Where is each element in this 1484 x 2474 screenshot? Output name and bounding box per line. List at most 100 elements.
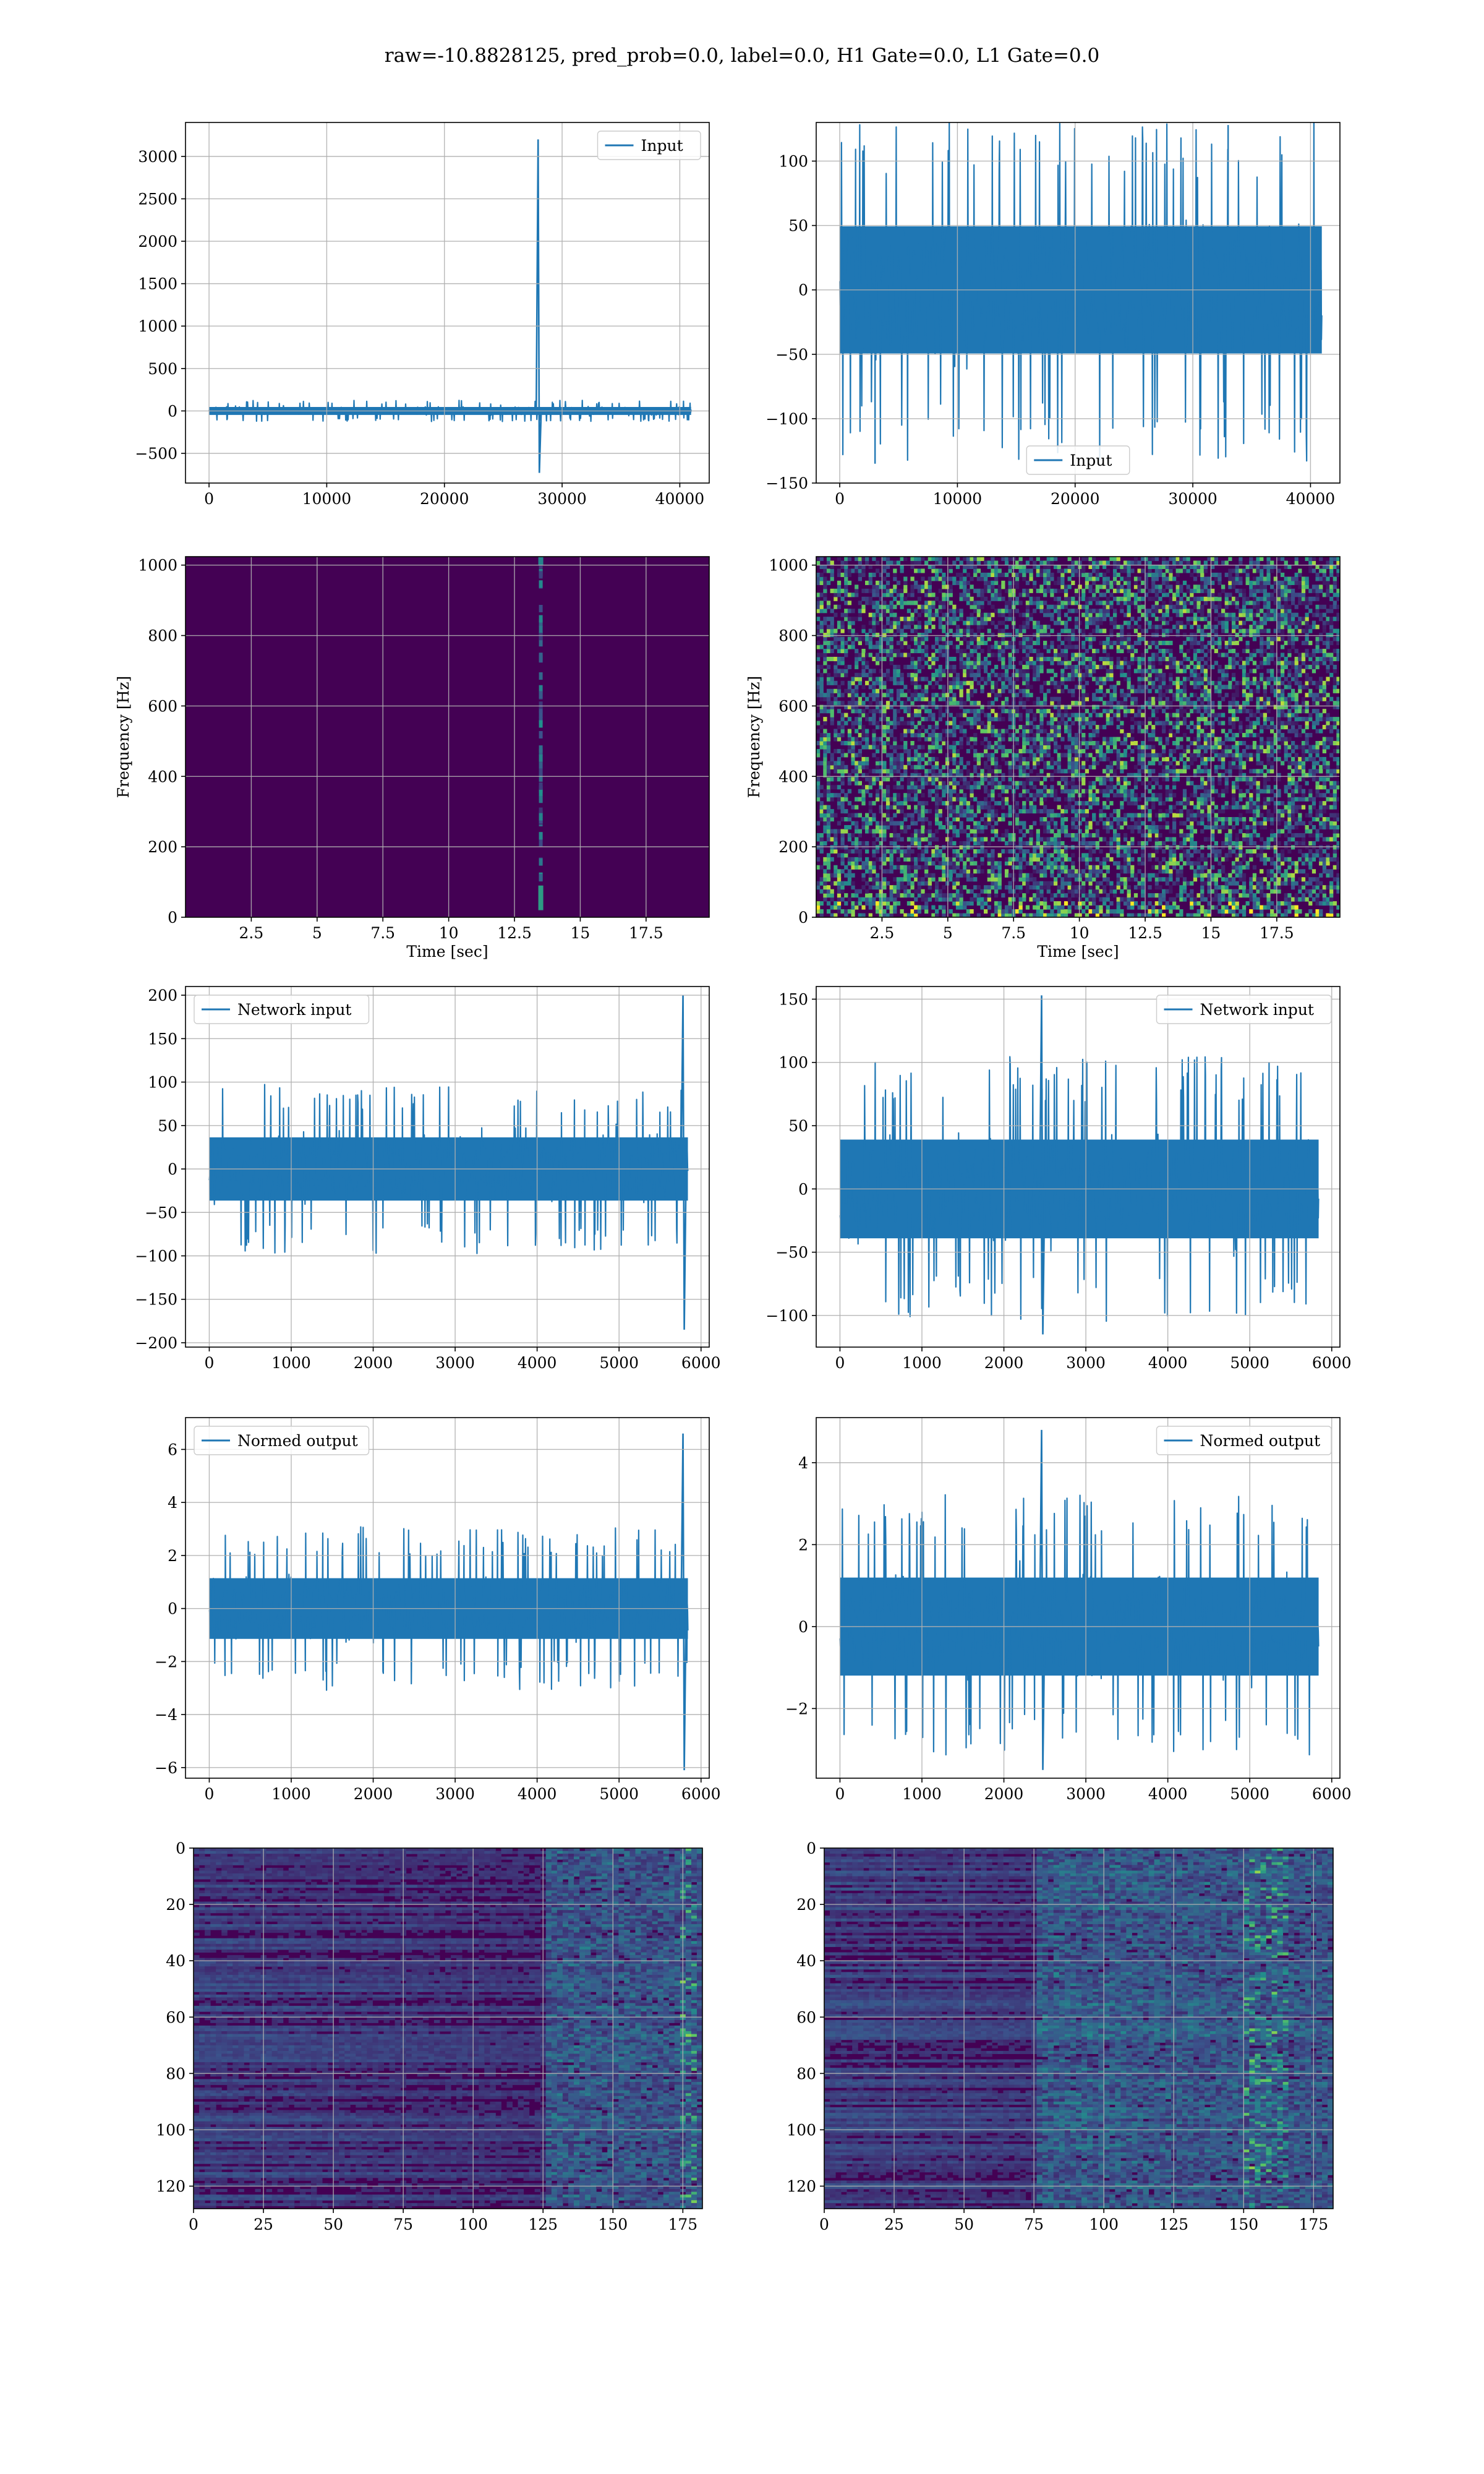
spectrogram-cell	[1099, 849, 1103, 854]
spectrogram-cell	[949, 793, 953, 798]
spectrogram-cell	[1022, 853, 1026, 858]
spectrogram-cell	[963, 841, 967, 845]
spectrogram-cell	[980, 557, 984, 562]
spectrogram-cell	[1029, 721, 1033, 726]
spectrogram-cell	[885, 693, 890, 698]
spectrogram-cell	[879, 725, 883, 730]
spectrogram-cell	[896, 601, 901, 606]
spectrogram-cell	[942, 729, 946, 734]
spectrogram-cell	[963, 620, 967, 625]
spectrogram-cell	[1120, 881, 1124, 886]
spectrogram-cell	[917, 845, 921, 850]
spectrogram-cell	[1036, 596, 1040, 601]
spectrogram-cell	[938, 861, 942, 866]
spectrogram-cell	[917, 733, 921, 738]
spectrogram-cell	[855, 584, 859, 589]
spectrogram-cell	[1033, 596, 1037, 601]
spectrogram-cell	[1071, 560, 1075, 565]
spectrogram-cell	[973, 764, 978, 769]
spectrogram-cell	[868, 596, 872, 601]
spectrogram-cell	[917, 661, 921, 666]
spectrogram-cell	[826, 641, 831, 646]
spectrogram-cell	[934, 805, 939, 810]
series-spike	[535, 139, 542, 473]
spectrogram-cell	[1036, 809, 1040, 814]
spectrogram-cell	[1088, 636, 1093, 641]
spectrogram-cell	[927, 748, 932, 754]
spectrogram-cell	[900, 564, 904, 570]
y-tick-label: 200	[148, 838, 177, 856]
spectrogram-cell	[914, 568, 918, 573]
spectrogram-cell	[1046, 853, 1051, 858]
spectrogram-cell	[987, 905, 991, 910]
spectrogram-cell	[875, 745, 880, 750]
spectrogram-cell	[826, 873, 831, 878]
spectrogram-cell	[914, 877, 918, 882]
spectrogram-cell	[934, 764, 939, 769]
spectrogram-cell	[1071, 564, 1075, 570]
spectrogram-cell	[1078, 869, 1082, 874]
spectrogram-cell	[914, 781, 918, 785]
figure-suptitle: raw=-10.8828125, pred_prob=0.0, label=0.…	[385, 45, 1099, 67]
spectrogram-cell	[914, 625, 918, 630]
spectrogram-cell	[882, 748, 887, 754]
spectrogram-cell	[934, 669, 939, 674]
spectrogram-cell	[924, 817, 929, 822]
spectrogram-cell	[823, 580, 827, 585]
spectrogram-cell	[1095, 617, 1099, 622]
spectrogram-cell	[997, 853, 1002, 858]
spectrogram-cell	[931, 913, 936, 917]
spectrogram-cell	[861, 669, 866, 674]
spectrogram-cell	[973, 701, 978, 706]
spectrogram-cell	[837, 909, 842, 914]
spectrogram-cell	[868, 777, 872, 782]
spectrogram-cell	[834, 769, 838, 774]
spectrogram-cell	[875, 677, 880, 682]
spectrogram-cell	[934, 641, 939, 646]
spectrogram-cell	[1053, 813, 1058, 818]
spectrogram-cell	[945, 756, 950, 761]
spectrogram-cell	[1029, 873, 1033, 878]
spectrogram-cell	[1095, 841, 1099, 845]
spectrogram-cell	[921, 781, 925, 785]
spectrogram-cell	[875, 633, 880, 638]
spectrogram-cell	[893, 572, 897, 577]
spectrogram-cell	[1141, 881, 1145, 886]
spectrogram-cell	[819, 813, 824, 818]
spectrogram-cell	[840, 672, 845, 677]
spectrogram-cell	[900, 596, 904, 601]
spectrogram-cell	[1092, 857, 1096, 862]
spectrogram-cell	[970, 909, 974, 914]
spectrogram-cell	[955, 672, 960, 677]
spectrogram-cell	[1116, 761, 1120, 766]
spectrogram-cell	[1109, 837, 1114, 842]
spectrogram-cell	[858, 865, 863, 870]
spectrogram-cell	[1067, 596, 1072, 601]
spectrogram-cell	[826, 696, 831, 701]
spectrogram-cell	[1060, 829, 1065, 834]
spectrogram-cell	[851, 737, 855, 742]
spectrogram-cell	[885, 648, 890, 654]
spectrogram-cell	[1039, 756, 1044, 761]
spectrogram-cell	[816, 653, 821, 657]
spectrogram-cell	[1046, 745, 1051, 750]
spectrogram-cell	[1071, 793, 1075, 798]
spectrogram-cell	[927, 664, 932, 669]
spectrogram-cell	[865, 849, 869, 854]
x-tick-label: 5	[312, 924, 322, 942]
spectrogram-cell	[966, 564, 971, 570]
spectrogram-cell	[987, 661, 991, 666]
spectrogram-cell	[1004, 797, 1009, 802]
spectrogram-cell	[970, 877, 974, 882]
spectrogram-cell	[1018, 764, 1023, 769]
spectrogram-cell	[976, 913, 981, 917]
spectrogram-cell	[840, 885, 845, 890]
spectrogram-cell	[914, 693, 918, 698]
spectrogram-cell	[823, 721, 827, 726]
spectrogram-cell	[885, 609, 890, 614]
spectrogram-cell	[879, 909, 883, 914]
spectrogram-cell	[1116, 853, 1120, 858]
spectrogram-cell	[1004, 677, 1009, 682]
spectrogram-cell	[1067, 641, 1072, 646]
spectrogram-cell	[1133, 580, 1138, 585]
